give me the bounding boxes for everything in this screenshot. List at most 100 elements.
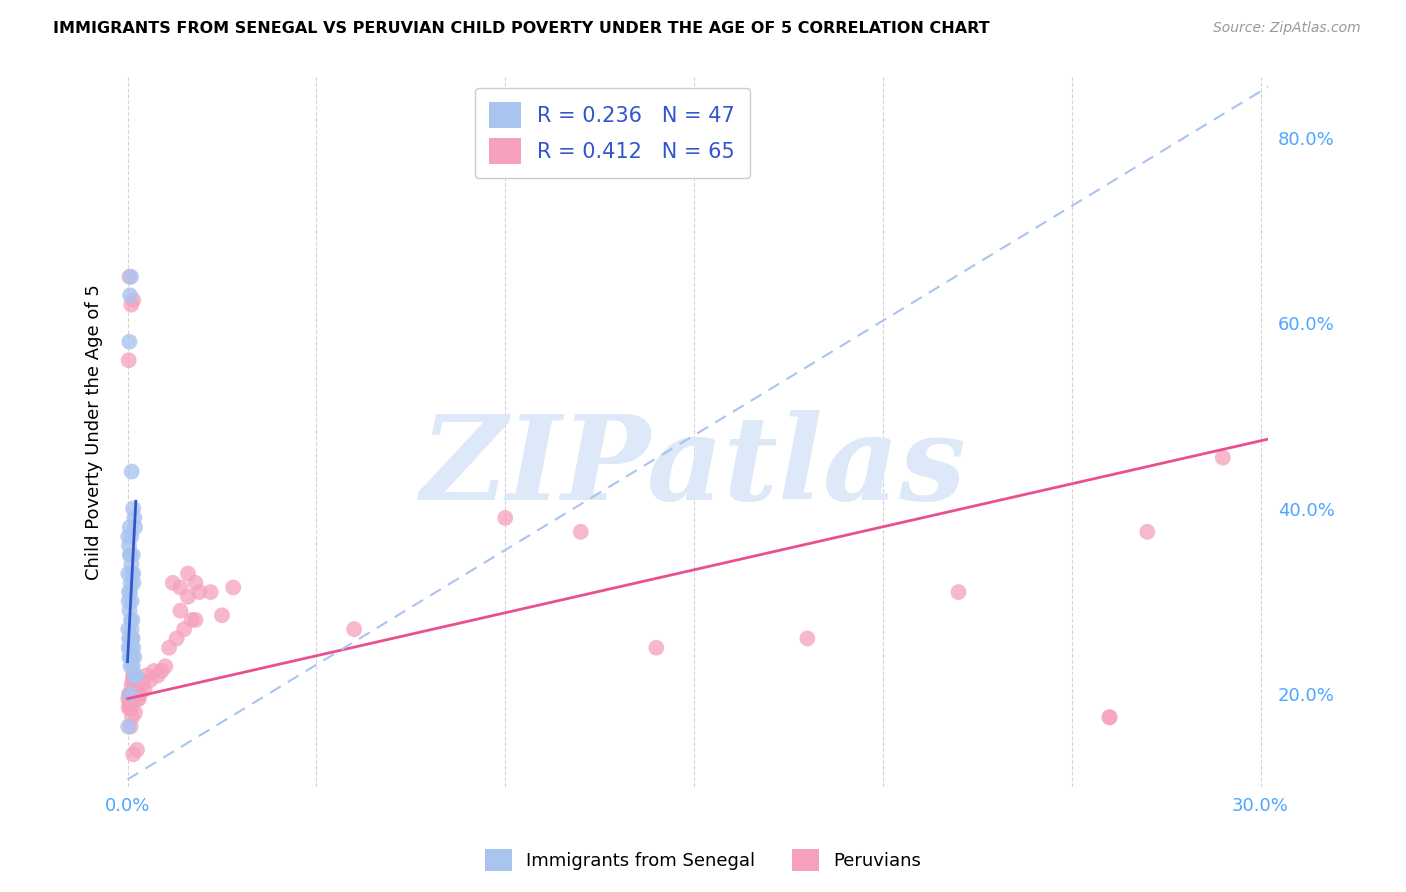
Point [118,650,141,665]
Point [118,697,141,711]
Point [118,334,141,349]
Point [131,678,153,692]
Point [121,650,143,665]
Point [120,298,142,312]
Point [143,664,166,678]
Point [118,594,141,608]
Point [121,678,143,692]
Point [120,687,142,701]
Point [157,640,180,655]
Point [177,566,200,581]
Point [120,701,142,715]
Point [127,691,149,706]
Point [124,678,146,692]
Point [120,575,142,590]
Point [211,608,233,623]
Point [1212,450,1234,465]
Point [120,585,142,599]
Point [118,687,141,701]
Point [124,673,146,688]
Point [125,743,148,757]
Point [118,539,141,553]
Point [120,701,142,715]
Point [222,581,245,595]
Point [184,575,207,590]
Point [121,465,143,479]
Point [796,632,818,646]
Point [124,668,146,682]
Point [117,720,139,734]
Point [173,622,195,636]
Point [120,640,142,655]
Point [120,548,142,562]
Point [117,529,139,543]
Point [121,632,143,646]
Point [122,566,145,581]
Point [125,668,148,682]
Text: IMMIGRANTS FROM SENEGAL VS PERUVIAN CHILD POVERTY UNDER THE AGE OF 5 CORRELATION: IMMIGRANTS FROM SENEGAL VS PERUVIAN CHIL… [53,21,990,37]
Text: ZIPatlas: ZIPatlas [422,410,967,525]
Point [122,640,145,655]
Point [169,581,191,595]
Point [122,747,145,762]
Point [1098,710,1121,724]
Y-axis label: Child Poverty Under the Age of 5: Child Poverty Under the Age of 5 [86,285,103,580]
Point [118,701,141,715]
Point [117,622,139,636]
Point [122,668,145,682]
Point [128,687,150,701]
Point [122,293,145,307]
Point [121,594,143,608]
Point [146,668,169,682]
Point [120,613,142,627]
Point [120,687,142,701]
Legend: R = 0.236   N = 47, R = 0.412   N = 65: R = 0.236 N = 47, R = 0.412 N = 65 [475,87,749,178]
Point [184,613,207,627]
Point [121,566,143,581]
Point [121,622,143,636]
Point [118,687,141,701]
Point [494,511,516,525]
Point [121,613,143,627]
Point [120,632,142,646]
Point [200,585,222,599]
Point [124,511,146,525]
Point [1136,524,1159,539]
Point [169,604,191,618]
Point [121,632,143,646]
Point [120,720,142,734]
Point [121,687,143,701]
Point [118,640,141,655]
Point [177,590,200,604]
Point [118,632,141,646]
Point [118,585,141,599]
Point [122,501,145,516]
Point [162,575,184,590]
Point [118,640,141,655]
Point [124,520,146,534]
Point [948,585,970,599]
Legend: Immigrants from Senegal, Peruvians: Immigrants from Senegal, Peruvians [478,842,928,879]
Point [120,691,142,706]
Point [135,668,157,682]
Point [343,622,366,636]
Point [120,558,142,572]
Point [155,659,177,673]
Point [150,664,173,678]
Point [645,640,668,655]
Point [125,678,148,692]
Point [121,710,143,724]
Point [139,673,162,688]
Point [124,650,146,665]
Point [122,575,145,590]
Point [117,691,139,706]
Point [180,613,202,627]
Point [117,566,139,581]
Point [118,269,141,284]
Point [120,650,142,665]
Point [569,524,592,539]
Point [121,659,143,673]
Point [121,548,143,562]
Point [124,706,146,720]
Point [120,529,142,543]
